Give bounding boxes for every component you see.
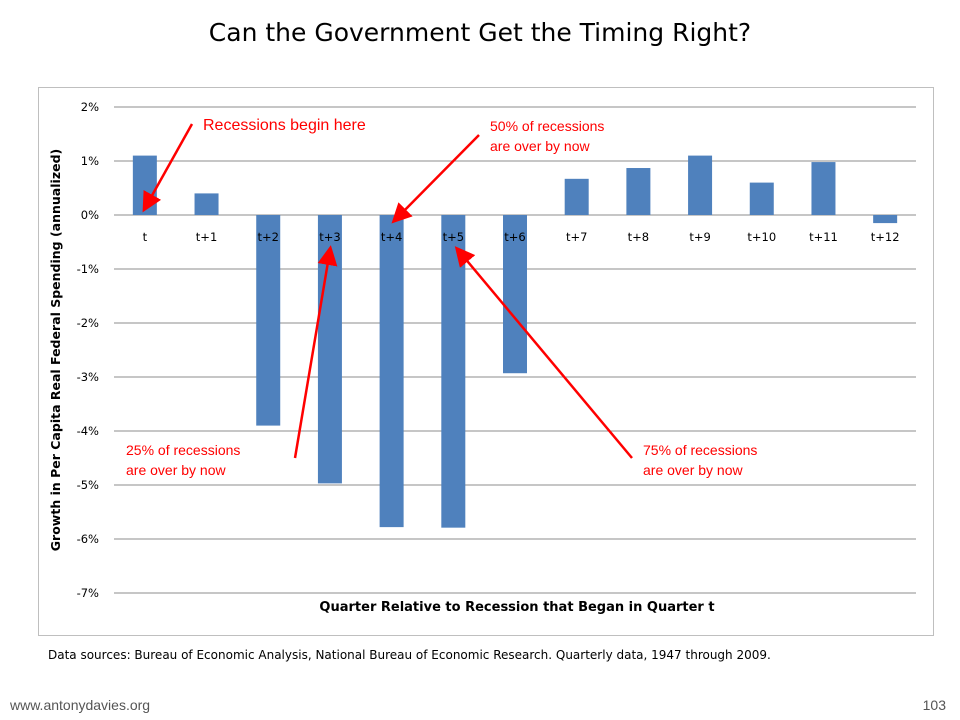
y-tick-labels: 2% 1% 0% -1% -2% -3% -4% -5% -6% -7% xyxy=(77,100,99,600)
annotation-arrow xyxy=(454,246,633,459)
annotation-arrow xyxy=(293,245,338,459)
y-tick-label: -7% xyxy=(77,586,99,600)
bar-t+8 xyxy=(626,168,651,215)
y-tick-label: -1% xyxy=(77,262,99,276)
annotation-arrow xyxy=(391,134,480,224)
footer-url: www.antonydavies.org xyxy=(10,697,151,713)
annotation-label: 50% of recessions xyxy=(490,118,604,134)
annotation-label: are over by now xyxy=(643,462,743,478)
chart-frame xyxy=(38,87,934,636)
x-tick-label: t+12 xyxy=(871,230,900,244)
bar-t+6 xyxy=(503,215,527,374)
x-tick-labels: t t+1 t+2 t+3 t+4 t+5 t+6 t+7 t+8 t+9 t+10 t+11 t+12 xyxy=(143,230,900,244)
x-tick-label: t+10 xyxy=(747,230,776,244)
slide-title: Can the Government Get the Timing Right? xyxy=(208,18,752,47)
bar-t+4 xyxy=(379,215,404,528)
annotations: Recessions begin here 50% of recessions ar… xyxy=(126,117,757,478)
x-axis-label: Quarter Relative to Recession that Began… xyxy=(319,600,714,615)
annotation-label: are over by now xyxy=(126,462,226,478)
y-tick-label: 0% xyxy=(81,208,99,222)
y-tick-label: 2% xyxy=(81,100,99,114)
data-sources-note: Data sources: Bureau of Economic Analysi… xyxy=(48,648,771,662)
bar-t+11 xyxy=(811,162,836,215)
annotation-label: are over by now xyxy=(490,138,590,154)
x-tick-label: t+5 xyxy=(443,230,464,244)
y-tick-label: -5% xyxy=(77,478,99,492)
y-tick-label: -4% xyxy=(77,424,99,438)
bar-t+2 xyxy=(256,215,281,426)
bar-t+5 xyxy=(441,215,466,528)
annotation-label: 75% of recessions xyxy=(643,442,757,458)
x-tick-label: t+2 xyxy=(257,230,278,244)
bar-t+9 xyxy=(688,155,713,215)
page-number: 103 xyxy=(922,697,946,713)
y-tick-label: -3% xyxy=(77,370,99,384)
x-tick-label: t+4 xyxy=(381,230,402,244)
bar-t+10 xyxy=(749,182,774,215)
x-tick-label: t+7 xyxy=(566,230,587,244)
annotation-label: Recessions begin here xyxy=(203,117,366,134)
x-tick-label: t+1 xyxy=(196,230,217,244)
y-tick-label: -2% xyxy=(77,316,99,330)
bar-t+12 xyxy=(873,215,898,224)
x-tick-label: t xyxy=(143,230,148,244)
x-tick-label: t+11 xyxy=(809,230,838,244)
y-tick-label: 1% xyxy=(81,154,99,168)
x-tick-label: t+6 xyxy=(504,230,525,244)
bar-t+1 xyxy=(194,193,219,215)
x-tick-label: t+8 xyxy=(628,230,649,244)
y-tick-label: -6% xyxy=(77,532,99,546)
bars xyxy=(132,155,898,528)
bar-t+7 xyxy=(564,178,589,215)
annotation-label: 25% of recessions xyxy=(126,442,240,458)
y-axis-label: Growth in Per Capita Real Federal Spendi… xyxy=(48,149,63,551)
x-tick-label: t+9 xyxy=(689,230,710,244)
x-tick-label: t+3 xyxy=(319,230,340,244)
annotation-arrow xyxy=(142,123,194,213)
